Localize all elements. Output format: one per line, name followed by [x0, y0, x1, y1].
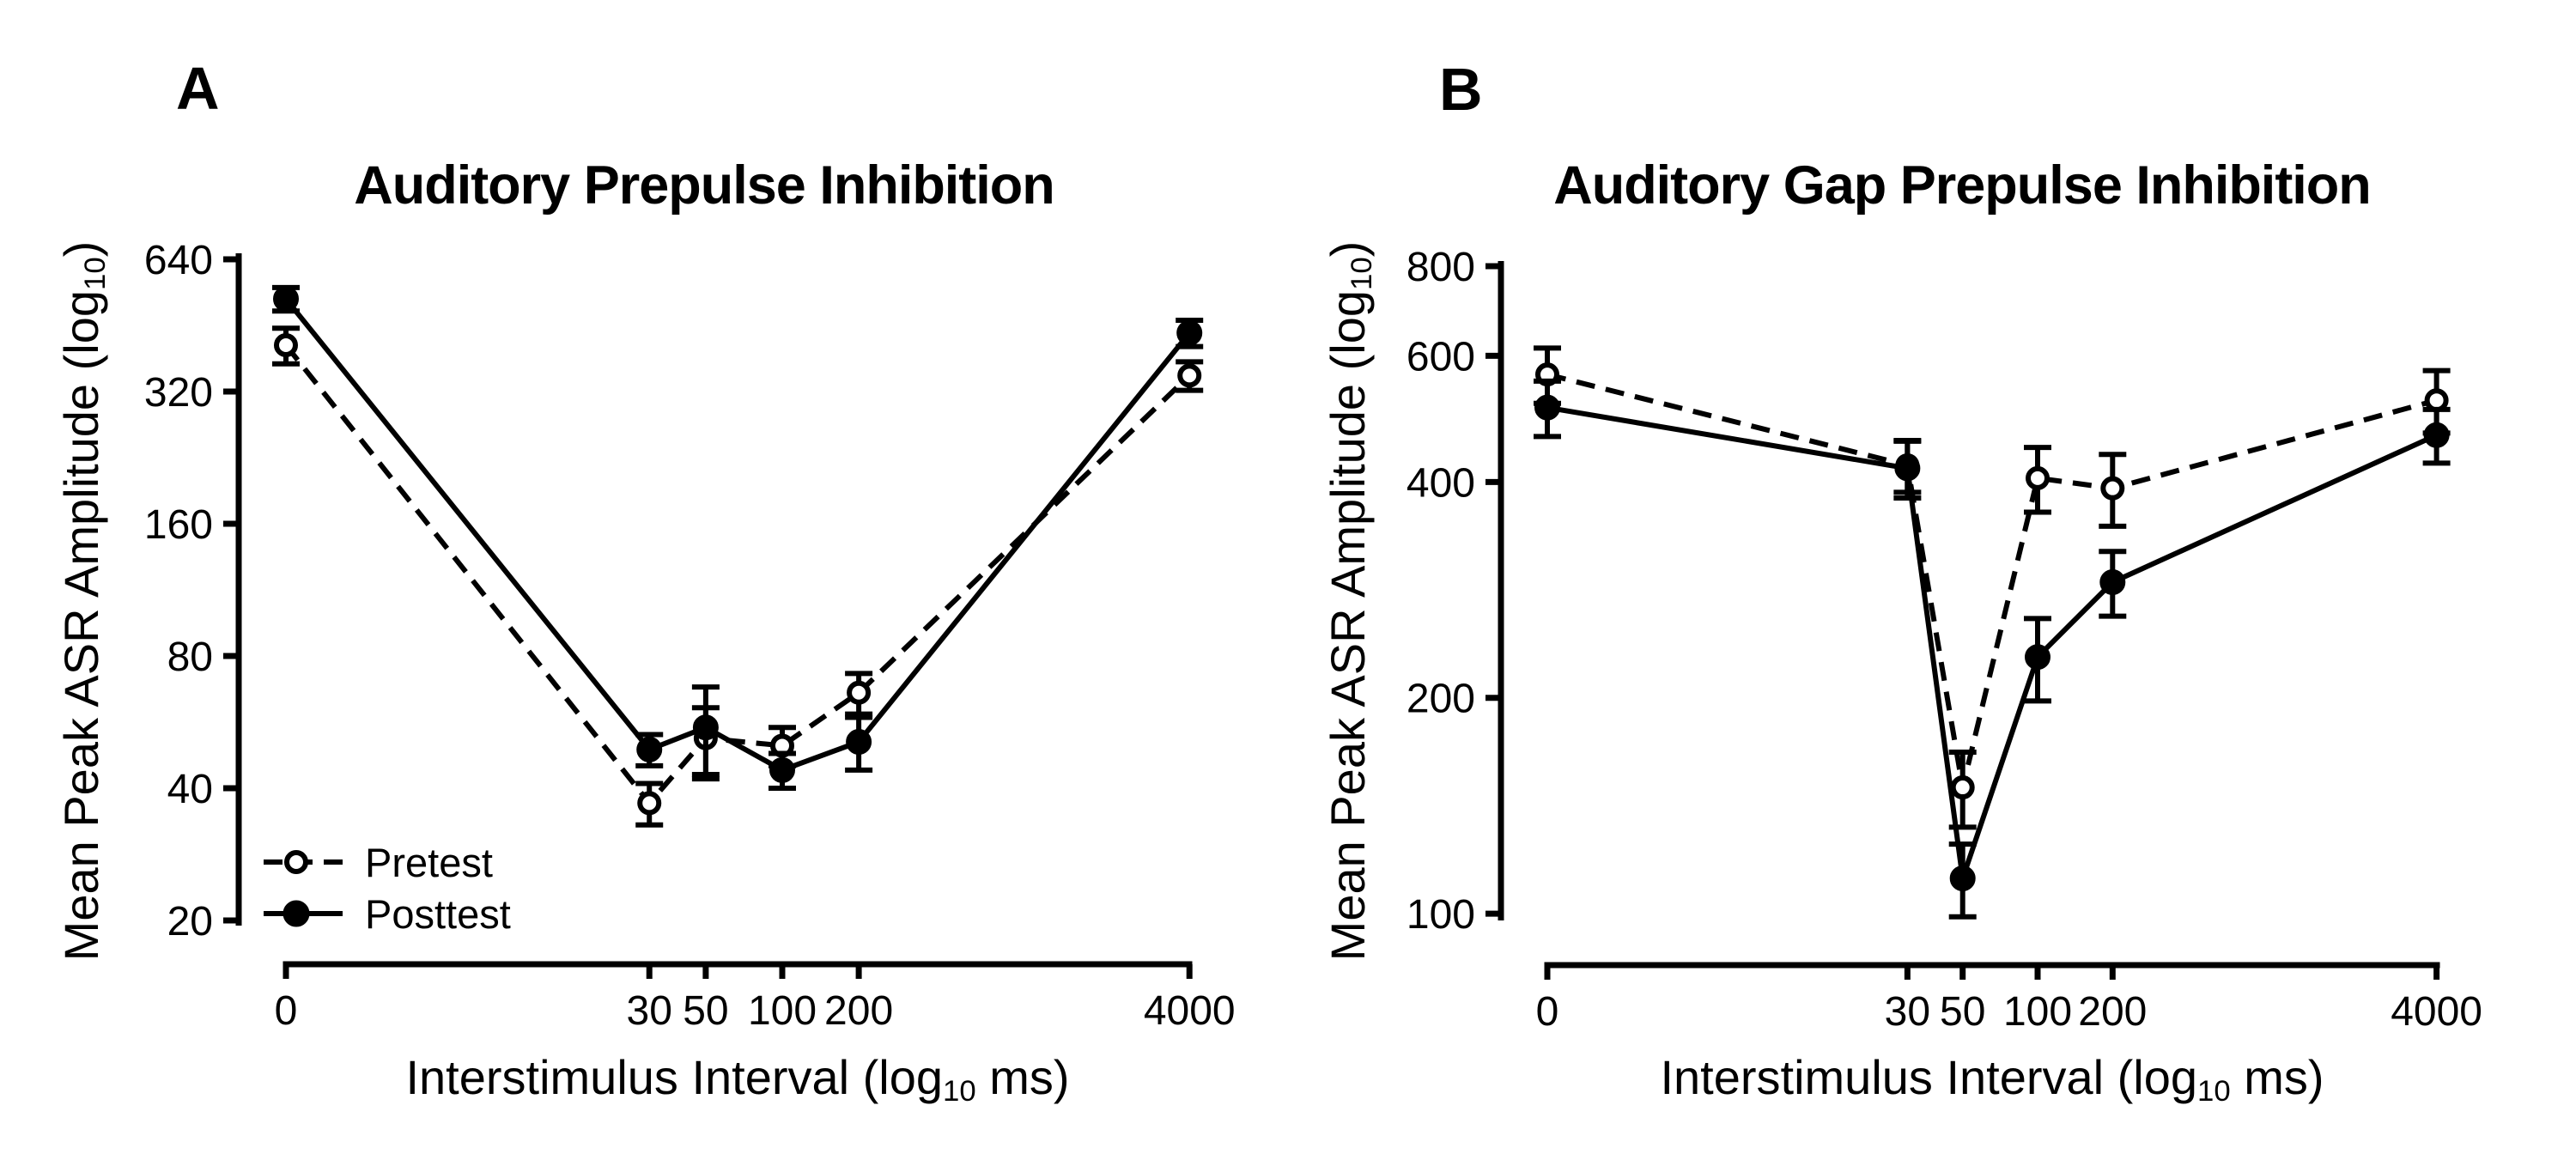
panel-a: A Auditory Prepulse Inhibition Mean Peak… — [54, 55, 1236, 1108]
data-point-marker-filled — [636, 736, 663, 762]
data-point-marker-filled — [1894, 455, 1921, 482]
y-tick-label: 640 — [144, 238, 213, 283]
panel-letter-b: B — [1439, 56, 1483, 123]
panel-b-title: Auditory Gap Prepulse Inhibition — [1553, 155, 2372, 216]
series-line-solid — [283, 297, 1192, 774]
data-point-marker-filled — [1949, 865, 1976, 891]
data-point-marker-filled — [2099, 568, 2126, 595]
x-tick-label: 100 — [748, 988, 817, 1034]
data-point-marker-filled — [273, 286, 299, 313]
data-point-marker-open — [2100, 476, 2125, 501]
data-point-marker-open — [1177, 363, 1202, 388]
series-line-dashed — [283, 343, 1192, 808]
x-tick-label: 200 — [2078, 989, 2147, 1035]
y-tick-label: 200 — [1406, 677, 1475, 722]
legend-item-pretest: Pretest — [262, 840, 511, 884]
legend-label-posttest: Posttest — [365, 890, 511, 937]
x-tick-label: 30 — [1885, 989, 1930, 1035]
x-tick-label: 100 — [2003, 989, 2072, 1035]
y-tick-label: 80 — [167, 635, 213, 680]
panel-letter-a: A — [176, 55, 220, 122]
y-tick-label: 20 — [167, 899, 213, 944]
data-point-marker-open — [274, 333, 298, 358]
y-tick-label: 400 — [1406, 460, 1475, 506]
panel-b: B Auditory Gap Prepulse Inhibition Mean … — [1288, 0, 2576, 1160]
series-pretest — [1534, 345, 2451, 830]
data-point-marker-open — [847, 680, 872, 705]
series-line-dashed — [1546, 372, 2438, 788]
x-tick-label: 0 — [275, 988, 298, 1034]
x-tick-label: 0 — [1536, 989, 1559, 1035]
x-tick-label: 200 — [824, 988, 893, 1034]
x-axis-title-close: ms) — [975, 1050, 1070, 1104]
y-tick-label: 100 — [1406, 892, 1475, 938]
y-tick-label: 40 — [167, 767, 213, 812]
data-point-marker-filled — [692, 714, 719, 741]
data-point-marker-open — [637, 791, 662, 816]
series-posttest — [1534, 378, 2451, 920]
data-point-marker-filled — [769, 756, 795, 783]
series-pretest — [272, 325, 1204, 828]
panel-a-title: Auditory Prepulse Inhibition — [354, 155, 1055, 216]
x-axis-title-text: Interstimulus Interval (log — [405, 1050, 944, 1104]
legend-item-posttest: Posttest — [262, 891, 511, 936]
y-tick-label: 320 — [144, 370, 213, 416]
x-tick-label: 50 — [1940, 989, 1985, 1035]
x-axis-title-subscript: 10 — [2197, 1074, 2231, 1108]
data-point-marker-filled — [2423, 422, 2450, 448]
x-tick-label: 30 — [627, 988, 672, 1034]
panel-b-x-axis-title: Interstimulus Interval (log10 ms) — [1391, 1049, 2576, 1108]
series-posttest — [272, 284, 1204, 792]
x-axis-title-subscript: 10 — [943, 1074, 976, 1108]
legend-label-pretest: Pretest — [365, 839, 493, 885]
data-point-marker-filled — [2025, 644, 2050, 671]
x-axis-title-close: ms) — [2230, 1050, 2324, 1104]
x-tick-label: 4000 — [2391, 989, 2482, 1035]
series-line-solid — [1546, 404, 2438, 879]
data-point-marker-filled — [1176, 319, 1203, 346]
posttest-marker-icon — [264, 900, 343, 927]
data-point-marker-open — [1950, 775, 1975, 800]
y-tick-label: 600 — [1406, 334, 1475, 380]
legend: Pretest Posttest — [262, 840, 511, 943]
panel-a-x-axis-title: Interstimulus Interval (log10 ms) — [137, 1049, 1339, 1108]
data-point-marker-filled — [846, 729, 872, 756]
pretest-marker-icon — [264, 850, 343, 874]
x-tick-label: 50 — [683, 988, 728, 1034]
data-point-marker-open — [2026, 465, 2050, 490]
y-tick-label: 160 — [144, 502, 213, 548]
y-tick-label: 800 — [1406, 245, 1475, 290]
x-axis-title-text: Interstimulus Interval (log — [1660, 1050, 2198, 1104]
data-point-marker-filled — [1534, 394, 1560, 421]
x-tick-label: 4000 — [1144, 988, 1236, 1034]
